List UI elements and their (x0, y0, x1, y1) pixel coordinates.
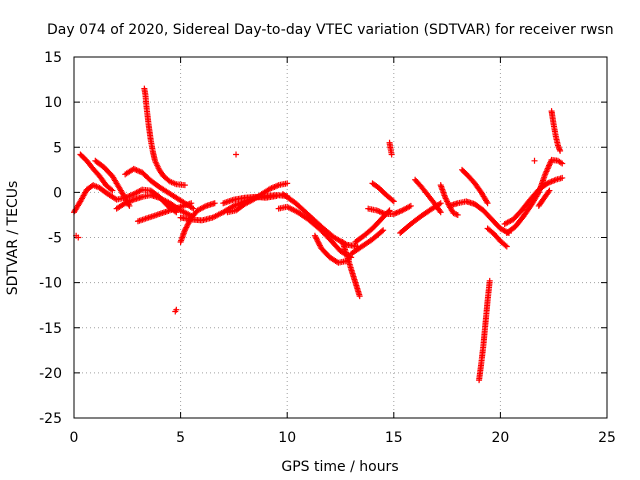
y-tick-label: 10 (44, 95, 62, 111)
data-point (559, 174, 566, 181)
data-point (407, 202, 414, 209)
data-point (546, 187, 553, 194)
data-point (484, 200, 491, 207)
data-point (388, 151, 395, 158)
data-point (378, 228, 385, 235)
data-point (436, 207, 443, 214)
data-point (503, 243, 510, 250)
data-point (75, 234, 82, 241)
x-axis-title: GPS time / hours (281, 459, 398, 475)
data-point (356, 293, 363, 300)
y-tick-label: 0 (53, 185, 62, 201)
data-points (71, 85, 566, 384)
y-tick-label: -20 (39, 366, 62, 382)
x-tick-label: 0 (70, 430, 79, 446)
chart-title: Day 074 of 2020, Sidereal Day-to-day VTE… (47, 22, 614, 38)
data-point (284, 180, 291, 187)
data-point (380, 227, 387, 234)
data-point (273, 192, 280, 199)
data-point (486, 277, 493, 284)
data-point (389, 197, 396, 204)
data-point (437, 200, 444, 207)
data-point (534, 190, 541, 197)
plot-frame (73, 56, 608, 419)
data-point (181, 182, 188, 189)
y-axis-title: SDTVAR / TECUs (5, 181, 21, 296)
data-point (502, 242, 509, 249)
data-point (386, 207, 393, 214)
data-point (545, 188, 552, 195)
y-tick-label: -10 (39, 276, 62, 292)
data-point (390, 198, 397, 205)
data-point (108, 186, 115, 193)
y-tick-label: 5 (53, 140, 62, 156)
data-point (211, 200, 218, 207)
data-point (559, 160, 566, 167)
grid-lines (74, 57, 607, 418)
x-tick-label: 20 (491, 430, 509, 446)
data-point (437, 209, 444, 216)
data-point (483, 198, 490, 205)
x-tick-label: 5 (176, 430, 185, 446)
x-tick-label: 15 (385, 430, 403, 446)
x-tick-label: 25 (598, 430, 616, 446)
data-point (188, 200, 195, 207)
data-point (109, 187, 116, 194)
tick-labels: 0 5 10 15 20 25 -25 -20 -15 -10 -5 0 5 10 15 (39, 50, 616, 446)
data-point (190, 205, 197, 212)
y-tick-label: -25 (39, 411, 62, 427)
data-point (531, 157, 538, 164)
y-tick-label: -5 (48, 231, 62, 247)
x-tick-label: 10 (278, 430, 296, 446)
data-point (557, 147, 564, 154)
y-tick-label: -15 (39, 321, 62, 337)
data-point (233, 151, 240, 158)
data-point (173, 306, 180, 313)
data-point (454, 211, 461, 218)
y-tick-label: 15 (44, 50, 62, 66)
